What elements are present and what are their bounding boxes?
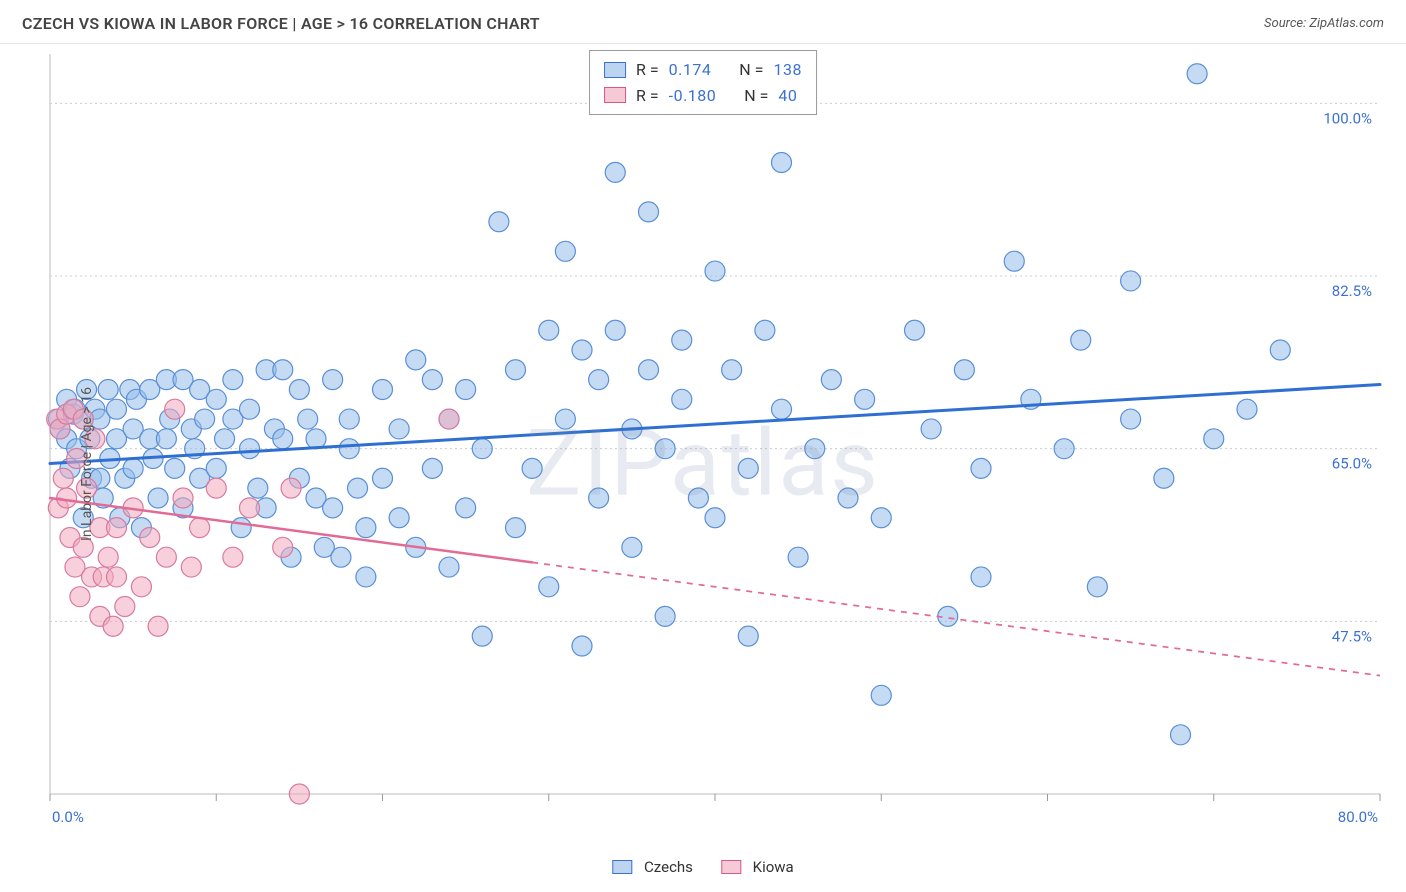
legend-r-value: -0.180	[669, 83, 717, 109]
legend-n-value: 40	[778, 83, 797, 109]
chart-title: CZECH VS KIOWA IN LABOR FORCE | AGE > 16…	[22, 14, 540, 33]
svg-text:82.5%: 82.5%	[1332, 282, 1372, 300]
legend-r-label: R =	[636, 83, 659, 109]
legend-series: Czechs Kiowa	[612, 858, 793, 876]
svg-text:47.5%: 47.5%	[1332, 627, 1372, 645]
y-axis-label: In Labor Force | Age > 16	[79, 387, 95, 541]
legend-swatch-czechs	[604, 62, 626, 78]
legend-item-czechs: Czechs	[612, 858, 693, 876]
legend-swatch-icon	[612, 860, 632, 874]
svg-text:80.0%: 80.0%	[1338, 808, 1378, 826]
svg-text:100.0%: 100.0%	[1323, 109, 1372, 127]
legend-stats-row: R = 0.174 N = 138	[604, 57, 802, 83]
legend-series-label: Czechs	[644, 858, 693, 876]
legend-series-label: Kiowa	[753, 858, 794, 876]
legend-stats-row: R = -0.180 N = 40	[604, 83, 802, 109]
legend-r-value: 0.174	[669, 57, 712, 83]
legend-stats-box: R = 0.174 N = 138 R = -0.180 N = 40	[589, 50, 817, 115]
legend-n-value: 138	[773, 57, 801, 83]
legend-n-label: N =	[744, 83, 768, 109]
legend-r-label: R =	[636, 57, 659, 83]
legend-n-label: N =	[739, 57, 763, 83]
svg-text:0.0%: 0.0%	[52, 808, 84, 826]
legend-swatch-icon	[721, 860, 741, 874]
legend-item-kiowa: Kiowa	[721, 858, 794, 876]
correlation-scatter-chart: 47.5% 65.0% 82.5% 100.0% 0.0% 80.0%	[0, 44, 1406, 844]
legend-swatch-kiowa	[604, 87, 626, 103]
source-label: Source: ZipAtlas.com	[1264, 16, 1384, 31]
svg-text:65.0%: 65.0%	[1332, 455, 1372, 473]
